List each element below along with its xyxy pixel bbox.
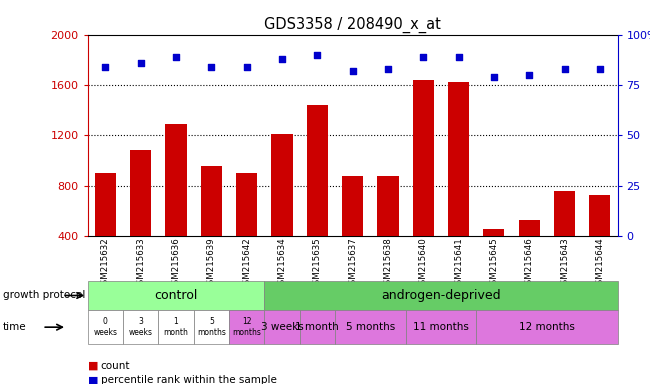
- Bar: [88, 281, 265, 310]
- Bar: [130, 151, 151, 286]
- Text: 0
weeks: 0 weeks: [94, 318, 118, 337]
- Point: [489, 74, 499, 80]
- Text: control: control: [154, 289, 198, 302]
- Text: 12 months: 12 months: [519, 322, 575, 332]
- Bar: [307, 105, 328, 286]
- Text: 1 month: 1 month: [296, 322, 339, 332]
- Text: 11 months: 11 months: [413, 322, 469, 332]
- Bar: [448, 83, 469, 286]
- Text: time: time: [3, 322, 26, 332]
- Bar: [123, 310, 159, 344]
- Bar: [88, 310, 123, 344]
- Bar: [159, 310, 194, 344]
- Text: 5 months: 5 months: [346, 322, 395, 332]
- Point: [100, 64, 110, 70]
- Bar: [484, 228, 504, 286]
- Point: [135, 60, 146, 66]
- Text: ■: ■: [88, 361, 98, 371]
- Bar: [342, 176, 363, 286]
- Bar: [519, 220, 540, 286]
- Text: 3 weeks: 3 weeks: [261, 322, 304, 332]
- Point: [383, 66, 393, 72]
- Bar: [166, 124, 187, 286]
- Point: [171, 54, 181, 60]
- Point: [241, 64, 252, 70]
- Point: [418, 54, 428, 60]
- Text: 12
months: 12 months: [232, 318, 261, 337]
- Bar: [335, 310, 406, 344]
- Text: percentile rank within the sample: percentile rank within the sample: [101, 375, 277, 384]
- Bar: [229, 310, 265, 344]
- Point: [595, 66, 605, 72]
- Bar: [194, 310, 229, 344]
- Bar: [95, 173, 116, 286]
- Bar: [265, 281, 617, 310]
- Text: count: count: [101, 361, 130, 371]
- Bar: [272, 134, 292, 286]
- Bar: [236, 173, 257, 286]
- Bar: [590, 195, 610, 286]
- Point: [347, 68, 358, 74]
- Bar: [300, 310, 335, 344]
- Text: ■: ■: [88, 375, 98, 384]
- Point: [206, 64, 216, 70]
- Point: [524, 72, 534, 78]
- Bar: [476, 310, 618, 344]
- Point: [453, 54, 463, 60]
- Point: [277, 56, 287, 62]
- Bar: [378, 176, 398, 286]
- Bar: [265, 310, 300, 344]
- Bar: [413, 80, 434, 286]
- Point: [312, 52, 322, 58]
- Point: [559, 66, 569, 72]
- Text: 1
month: 1 month: [164, 318, 188, 337]
- Text: androgen-deprived: androgen-deprived: [381, 289, 500, 302]
- Title: GDS3358 / 208490_x_at: GDS3358 / 208490_x_at: [264, 17, 441, 33]
- Text: 3
weeks: 3 weeks: [129, 318, 153, 337]
- Text: growth protocol: growth protocol: [3, 290, 85, 301]
- Text: 5
months: 5 months: [197, 318, 226, 337]
- Bar: [406, 310, 476, 344]
- Bar: [201, 166, 222, 286]
- Bar: [554, 191, 575, 286]
